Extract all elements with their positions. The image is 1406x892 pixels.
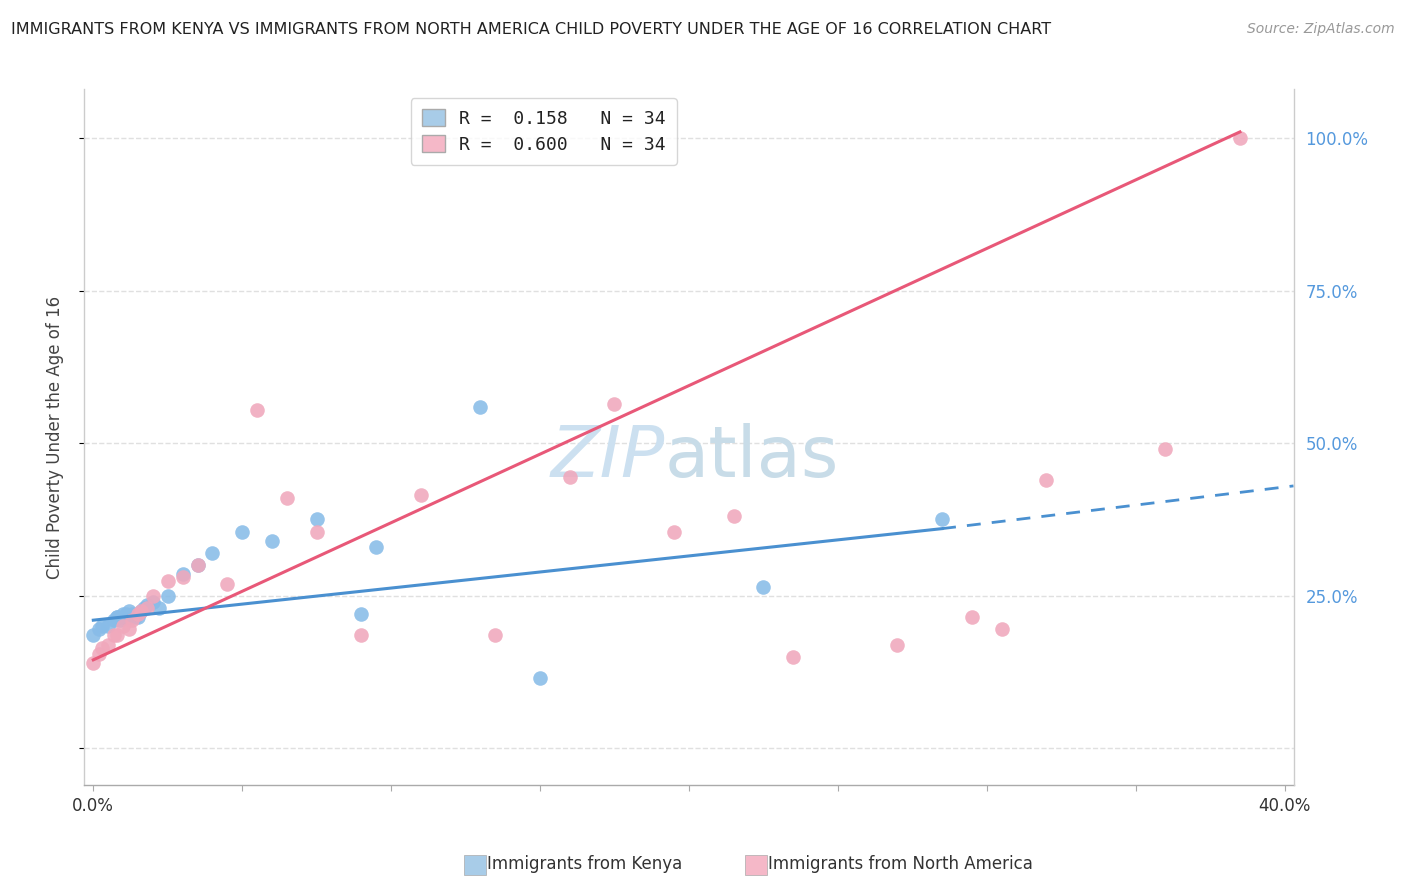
Point: [305, 524, 328, 539]
Point: [118, 610, 141, 624]
Point: [112, 607, 135, 621]
Point: [1229, 131, 1251, 145]
Point: [142, 589, 165, 603]
Point: [246, 402, 269, 417]
Point: [148, 601, 170, 615]
Point: [82, 628, 104, 642]
Point: [186, 558, 208, 573]
Point: [112, 619, 135, 633]
Point: [118, 604, 141, 618]
Point: [960, 610, 983, 624]
Point: [990, 623, 1012, 637]
Point: [752, 580, 775, 594]
Point: [135, 601, 157, 615]
Point: [103, 628, 125, 642]
Point: [1154, 442, 1177, 457]
Point: [89, 623, 111, 637]
Point: [156, 589, 179, 603]
Text: Immigrants from North America: Immigrants from North America: [768, 855, 1033, 873]
Point: [121, 613, 143, 627]
Point: [105, 610, 128, 624]
Point: [156, 574, 179, 588]
Point: [260, 533, 283, 548]
Point: [91, 619, 114, 633]
Text: ZIP: ZIP: [550, 424, 665, 492]
Point: [350, 628, 373, 642]
Text: Immigrants from Kenya: Immigrants from Kenya: [488, 855, 682, 873]
Point: [558, 469, 581, 483]
Text: IMMIGRANTS FROM KENYA VS IMMIGRANTS FROM NORTH AMERICA CHILD POVERTY UNDER THE A: IMMIGRANTS FROM KENYA VS IMMIGRANTS FROM…: [11, 22, 1052, 37]
Point: [91, 640, 114, 655]
Point: [231, 524, 253, 539]
Point: [603, 396, 626, 410]
Point: [124, 610, 146, 624]
Point: [931, 512, 953, 526]
Point: [886, 638, 908, 652]
Point: [132, 601, 155, 615]
Point: [172, 570, 194, 584]
Point: [409, 488, 432, 502]
Point: [662, 524, 685, 539]
Point: [103, 613, 125, 627]
Point: [127, 607, 149, 621]
Point: [97, 619, 120, 633]
Point: [723, 509, 745, 524]
Point: [142, 595, 165, 609]
Point: [484, 628, 506, 642]
Point: [108, 613, 131, 627]
Legend: R =  0.158   N = 34, R =  0.600   N = 34: R = 0.158 N = 34, R = 0.600 N = 34: [411, 98, 676, 165]
Point: [127, 610, 149, 624]
Point: [135, 598, 157, 612]
Point: [782, 649, 804, 664]
Point: [97, 638, 120, 652]
Point: [305, 512, 328, 526]
Point: [217, 576, 239, 591]
Y-axis label: Child Poverty Under the Age of 16: Child Poverty Under the Age of 16: [46, 295, 65, 579]
Point: [366, 540, 388, 554]
Point: [350, 607, 373, 621]
Point: [129, 604, 152, 618]
Text: Source: ZipAtlas.com: Source: ZipAtlas.com: [1247, 22, 1395, 37]
Point: [121, 607, 143, 621]
Point: [129, 604, 152, 618]
Text: atlas: atlas: [665, 424, 839, 492]
Point: [529, 671, 551, 685]
Point: [1035, 473, 1057, 487]
Point: [89, 647, 111, 661]
Point: [105, 610, 128, 624]
Point: [172, 567, 194, 582]
Point: [112, 610, 135, 624]
Point: [105, 628, 128, 642]
Point: [276, 491, 298, 505]
Point: [115, 607, 138, 621]
Point: [118, 623, 141, 637]
Point: [186, 558, 208, 573]
Point: [82, 656, 104, 670]
Point: [201, 546, 224, 560]
Point: [470, 400, 492, 414]
